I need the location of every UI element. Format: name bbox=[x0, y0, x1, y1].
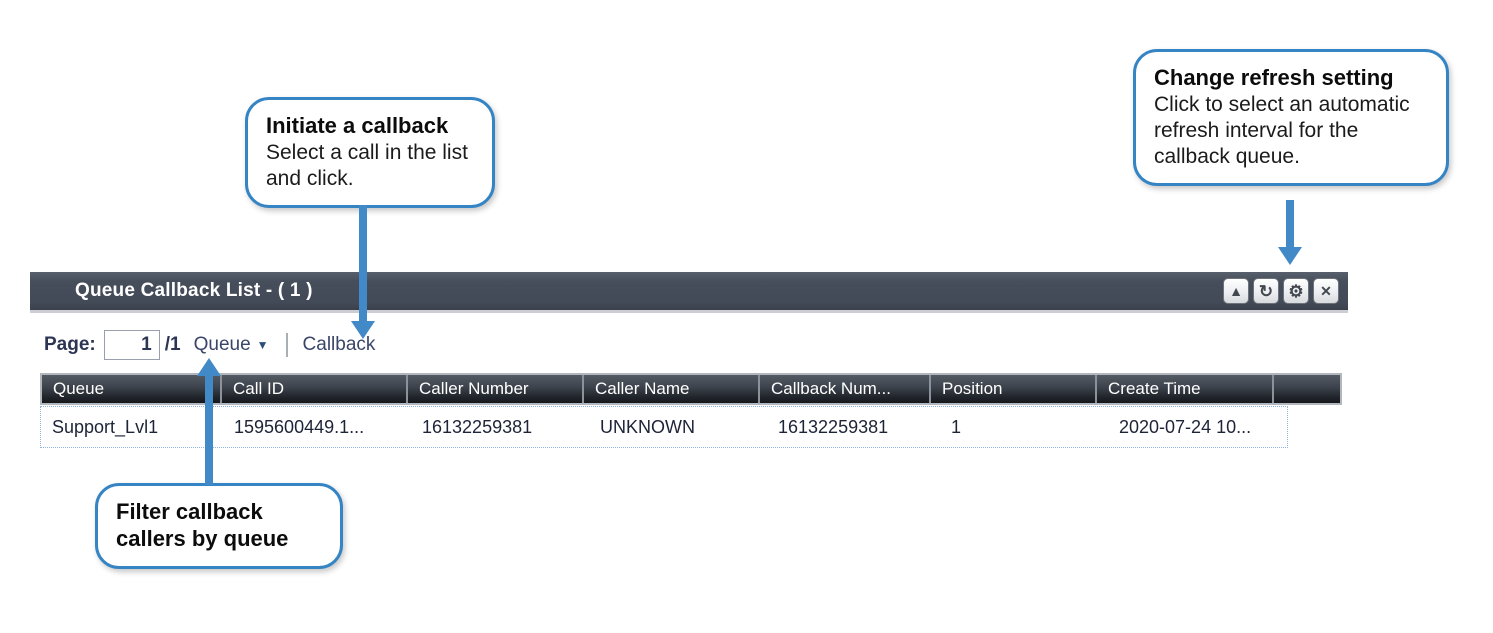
column-header-callback-number[interactable]: Callback Num... bbox=[760, 375, 931, 403]
page-number-input[interactable] bbox=[103, 330, 160, 360]
column-header-caller-name[interactable]: Caller Name bbox=[584, 375, 760, 403]
panel-toolbar: Page: /1 Queue ▼ Callback bbox=[44, 330, 1348, 360]
cell-call-id: 1595600449.1... bbox=[234, 416, 365, 437]
callout-title: Initiate a callback bbox=[266, 113, 449, 138]
queue-dropdown-label: Queue bbox=[193, 334, 251, 355]
panel-title: Queue Callback List - ( 1 ) bbox=[75, 280, 313, 301]
refresh-button[interactable]: ↻ bbox=[1253, 278, 1279, 304]
arrow-stem bbox=[1286, 200, 1294, 248]
cell-queue: Support_Lvl1 bbox=[52, 416, 159, 437]
callback-button[interactable]: Callback bbox=[303, 334, 376, 356]
column-header-call-id[interactable]: Call ID bbox=[222, 375, 408, 403]
callback-button-label: Callback bbox=[302, 334, 376, 355]
callout-body: Select a call in the list and click. bbox=[266, 140, 468, 190]
toolbar-separator bbox=[285, 333, 288, 357]
arrow-stem bbox=[359, 205, 367, 322]
column-header-queue[interactable]: Queue bbox=[42, 375, 222, 403]
page-label: Page: bbox=[44, 334, 96, 355]
callout-title: Filter callback callers by queue bbox=[116, 499, 289, 551]
table-header-row: Queue Call ID Caller Number Caller Name … bbox=[40, 373, 1342, 405]
arrow-stem bbox=[205, 375, 213, 485]
gear-icon: ⚙ bbox=[1288, 281, 1304, 301]
cell-callback-number: 16132259381 bbox=[778, 416, 889, 437]
close-icon: ✕ bbox=[1320, 283, 1332, 299]
arrow-down-head bbox=[351, 321, 375, 339]
panel-titlebar: Queue Callback List - ( 1 ) ▲ ↻ ⚙ ✕ bbox=[30, 272, 1348, 313]
column-header-caller-number[interactable]: Caller Number bbox=[408, 375, 584, 403]
chevron-down-icon: ▼ bbox=[256, 338, 269, 352]
column-header-spacer bbox=[1274, 375, 1322, 403]
cell-caller-name: UNKNOWN bbox=[600, 416, 695, 437]
callout-filter-by-queue: Filter callback callers by queue bbox=[95, 483, 343, 569]
callout-body: Click to select an automatic refresh int… bbox=[1154, 92, 1410, 168]
arrow-down-head bbox=[1278, 247, 1302, 265]
table-row[interactable]: Support_Lvl1 1595600449.1... 16132259381… bbox=[40, 406, 1288, 448]
column-header-create-time[interactable]: Create Time bbox=[1097, 375, 1274, 403]
callout-title: Change refresh setting bbox=[1154, 65, 1394, 90]
callback-table: Queue Call ID Caller Number Caller Name … bbox=[40, 373, 1342, 448]
queue-filter-dropdown[interactable]: Queue ▼ bbox=[194, 334, 269, 356]
cell-position: 1 bbox=[951, 416, 962, 437]
up-arrow-icon: ▲ bbox=[1229, 283, 1243, 299]
callout-initiate-callback: Initiate a callback Select a call in the… bbox=[245, 97, 495, 208]
callout-change-refresh-setting: Change refresh setting Click to select a… bbox=[1133, 49, 1449, 186]
queue-callback-list-panel: Queue Callback List - ( 1 ) ▲ ↻ ⚙ ✕ Page… bbox=[30, 272, 1348, 448]
collapse-button[interactable]: ▲ bbox=[1223, 278, 1249, 304]
cell-caller-number: 16132259381 bbox=[422, 416, 533, 437]
cell-create-time: 2020-07-24 10... bbox=[1119, 416, 1252, 437]
column-header-position[interactable]: Position bbox=[931, 375, 1097, 403]
page-total-label: /1 bbox=[164, 334, 181, 355]
close-button[interactable]: ✕ bbox=[1313, 278, 1339, 304]
refresh-icon: ↻ bbox=[1258, 281, 1274, 301]
settings-button[interactable]: ⚙ bbox=[1283, 278, 1309, 304]
panel-window-controls: ▲ ↻ ⚙ ✕ bbox=[1223, 278, 1339, 304]
arrow-up-head bbox=[197, 358, 221, 376]
